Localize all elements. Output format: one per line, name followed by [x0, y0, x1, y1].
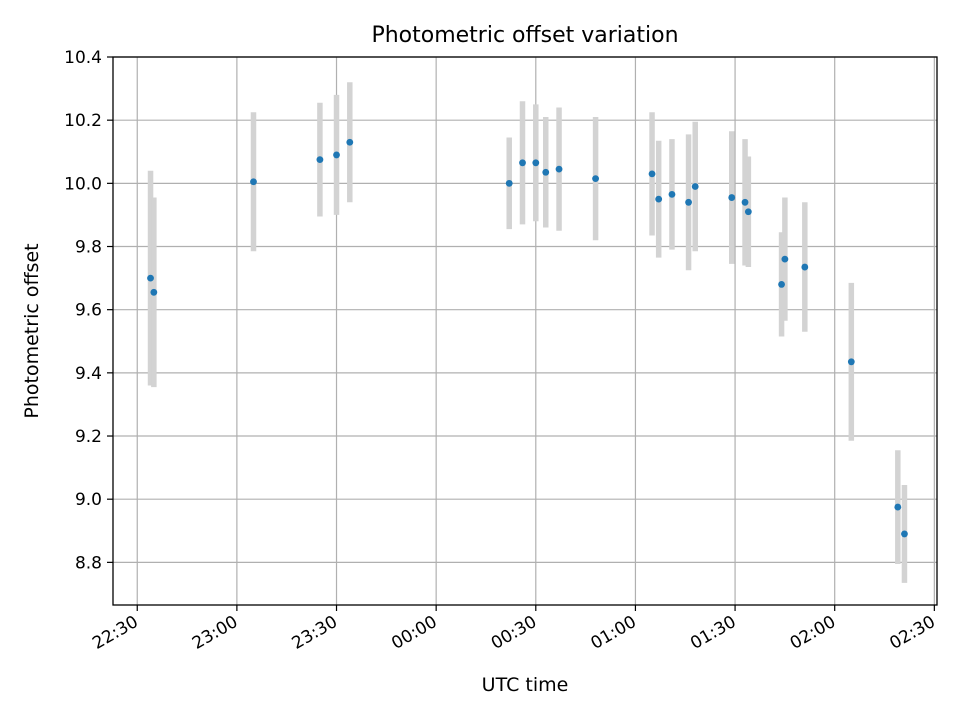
- data-point: [691, 183, 699, 190]
- chart-title: Photometric offset variation: [371, 23, 678, 48]
- x-tick-label: 23:30: [289, 612, 341, 654]
- data-point: [648, 170, 656, 178]
- data-point: [532, 159, 540, 167]
- x-tick-label: 02:00: [787, 612, 839, 654]
- data-point: [333, 151, 340, 159]
- y-tick-label: 8.8: [75, 553, 102, 573]
- y-tick-label: 9.8: [75, 238, 102, 258]
- x-tick-label: 22:30: [89, 612, 141, 654]
- data-point: [801, 263, 809, 271]
- y-axis-label: Photometric offset: [21, 243, 43, 418]
- y-tick-label: 9.0: [75, 490, 102, 510]
- data-point: [728, 194, 736, 201]
- data-point: [505, 179, 513, 187]
- data-point: [316, 156, 324, 164]
- data-point: [894, 503, 902, 511]
- x-tick-label: 02:30: [886, 612, 938, 654]
- x-tick-label: 00:30: [488, 612, 540, 654]
- data-point: [901, 530, 908, 538]
- data-point: [542, 168, 550, 176]
- data-point: [147, 274, 154, 282]
- data-point: [150, 288, 158, 296]
- x-tick-label: 00:00: [388, 612, 440, 654]
- data-point: [847, 358, 855, 366]
- y-tick-label: 10.2: [64, 111, 102, 131]
- data-point: [555, 165, 563, 173]
- errorbar-layer: [147, 82, 908, 583]
- data-point: [781, 255, 789, 263]
- x-axis-label: UTC time: [482, 674, 569, 696]
- data-point: [741, 198, 749, 206]
- y-tick-label: 10.4: [64, 48, 102, 68]
- x-tick-label: 23:00: [189, 612, 241, 654]
- data-point: [744, 208, 752, 216]
- data-point: [346, 138, 354, 146]
- y-tick-label: 9.6: [75, 301, 102, 321]
- plot-frame: [112, 56, 938, 606]
- data-point: [685, 198, 692, 206]
- data-point: [250, 178, 257, 186]
- data-point: [519, 159, 526, 167]
- x-tick-label: 01:00: [587, 612, 639, 654]
- data-point: [655, 195, 663, 203]
- y-tick-label: 10.0: [64, 174, 102, 194]
- y-tick-label: 9.2: [75, 427, 102, 447]
- data-point: [668, 190, 676, 198]
- data-point: [778, 281, 785, 288]
- point-layer: [147, 138, 908, 538]
- y-tick-label: 9.4: [75, 364, 102, 384]
- data-point: [592, 175, 599, 183]
- x-tick-label: 01:30: [687, 612, 739, 654]
